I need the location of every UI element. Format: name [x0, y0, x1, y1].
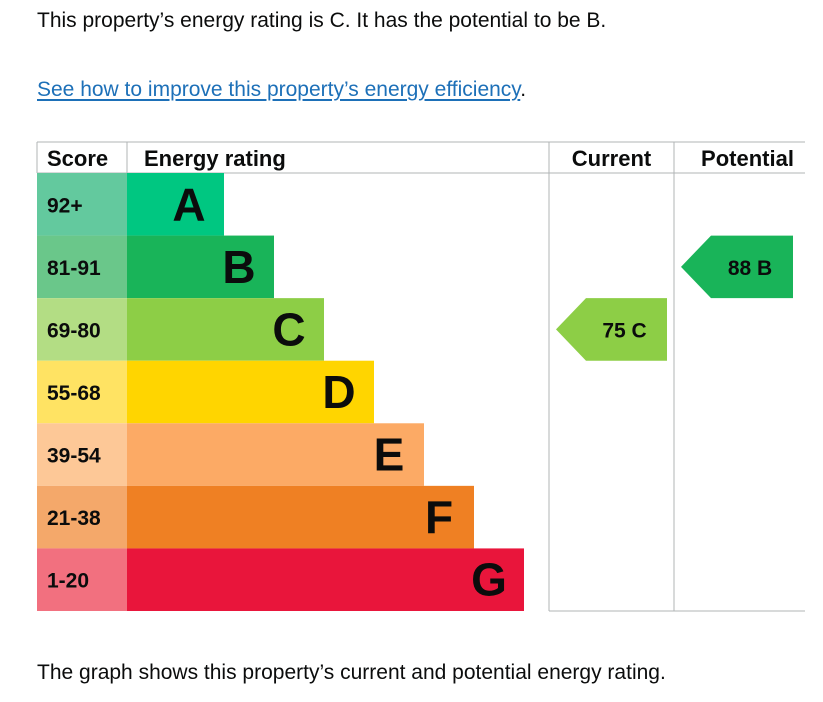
link-period: . — [520, 78, 527, 101]
score-label-e: 39-54 — [47, 445, 101, 468]
improve-efficiency-paragraph: See how to improve this property’s energ… — [37, 77, 526, 103]
current-rating-arrow — [556, 298, 667, 361]
score-cell-b — [37, 235, 127, 299]
score-label-g: 1-20 — [47, 570, 89, 593]
improve-efficiency-link[interactable]: See how to improve this property’s energ… — [37, 78, 521, 101]
band-letter-f: F — [425, 491, 453, 543]
score-label-c: 69-80 — [47, 319, 101, 342]
chart-caption: The graph shows this property’s current … — [37, 661, 666, 684]
rating-summary: This property’s energy rating is C. It h… — [37, 9, 607, 32]
score-cell-d — [37, 360, 127, 424]
header-current: Current — [572, 146, 652, 171]
score-label-b: 81-91 — [47, 257, 101, 280]
score-cell-c — [37, 298, 127, 361]
header-energy-rating: Energy rating — [144, 146, 286, 171]
score-cell-a — [37, 173, 127, 236]
band-letter-b: B — [222, 241, 255, 293]
band-bar-a — [127, 173, 224, 236]
score-cell-f — [37, 485, 127, 549]
score-cell-e — [37, 423, 127, 486]
score-label-a: 92+ — [47, 194, 83, 217]
band-letter-d: D — [322, 366, 355, 418]
header-score: Score — [47, 146, 108, 171]
header-potential: Potential — [701, 146, 794, 171]
band-bar-d — [127, 360, 374, 424]
band-bar-g — [127, 548, 524, 611]
score-label-d: 55-68 — [47, 382, 101, 405]
band-letter-e: E — [374, 429, 405, 481]
band-letter-c: C — [272, 303, 305, 355]
band-letter-a: A — [172, 178, 205, 230]
score-label-f: 21-38 — [47, 507, 101, 530]
band-bar-b — [127, 235, 274, 299]
band-bar-f — [127, 485, 474, 549]
score-cell-g — [37, 548, 127, 611]
band-letter-g: G — [471, 554, 507, 606]
band-bar-e — [127, 423, 424, 486]
current-rating-arrow-label: 75 C — [602, 319, 646, 342]
potential-rating-arrow-label: 88 B — [728, 257, 772, 280]
band-bar-c — [127, 298, 324, 361]
potential-rating-arrow — [681, 235, 793, 299]
